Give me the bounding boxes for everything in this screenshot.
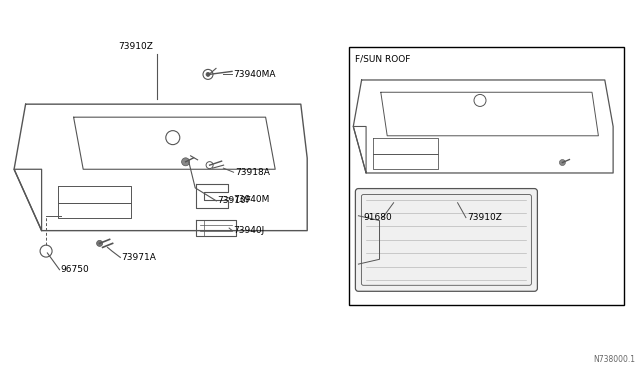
Text: 73971A: 73971A bbox=[122, 253, 156, 262]
FancyBboxPatch shape bbox=[355, 189, 538, 291]
Circle shape bbox=[559, 160, 565, 166]
Text: 73940J: 73940J bbox=[234, 226, 265, 235]
Circle shape bbox=[182, 158, 189, 166]
Text: 73918A: 73918A bbox=[235, 168, 269, 177]
Text: 73910Z: 73910Z bbox=[467, 213, 502, 222]
Text: F/SUN ROOF: F/SUN ROOF bbox=[355, 55, 410, 64]
Text: 73910Z: 73910Z bbox=[118, 42, 153, 51]
Text: 73910F: 73910F bbox=[218, 196, 252, 205]
Text: 73940M: 73940M bbox=[234, 195, 270, 203]
Circle shape bbox=[97, 240, 102, 246]
Text: 96750: 96750 bbox=[61, 265, 90, 274]
Text: 73940MA: 73940MA bbox=[234, 70, 276, 79]
Text: 91680: 91680 bbox=[364, 213, 392, 222]
Bar bbox=[349, 46, 624, 305]
Text: N738000.1: N738000.1 bbox=[593, 355, 635, 364]
Circle shape bbox=[206, 73, 210, 76]
